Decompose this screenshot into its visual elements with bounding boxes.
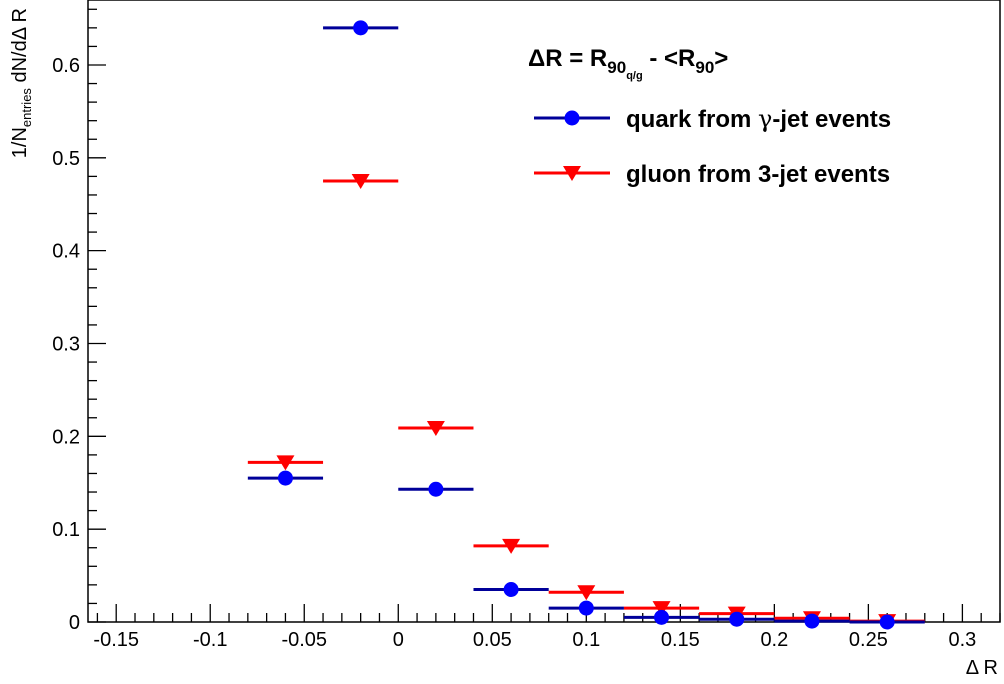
legend-title-a: ΔR = R (528, 45, 607, 72)
series-gluon (247, 174, 925, 630)
x-tick-label: 0.3 (948, 629, 976, 651)
data-point (351, 174, 370, 190)
x-tick-labels: -0.15 -0.1 -0.05 0 0.05 0.1 0.15 0.2 0.25 0.3 (93, 629, 976, 651)
legend-quark-label-a: quark from (626, 106, 758, 133)
x-tick-label: 0.15 (661, 629, 700, 651)
legend-title-sub: 90 (607, 58, 626, 77)
legend-title-sub2: 90 (695, 58, 714, 77)
y-axis-title: 1/Nentries dN/dΔ R (9, 8, 34, 158)
legend-quark-marker (564, 110, 580, 126)
legend-title-b: - <R (643, 45, 696, 72)
data-point (502, 538, 521, 554)
x-tick-label: 0.05 (473, 629, 512, 651)
legend-quark-label: quark from γ-jet events (626, 105, 891, 133)
y-tick-labels: 0 0.1 0.2 0.3 0.4 0.5 0.6 (52, 55, 80, 634)
legend-quark-label-b: -jet events (772, 106, 891, 133)
y-tick-label: 0.4 (52, 241, 80, 263)
y-tick-label: 0.5 (52, 148, 80, 170)
data-point (277, 470, 293, 486)
y-tick-label: 0.3 (52, 333, 80, 355)
data-point (578, 600, 594, 616)
legend-title-subsub: q/g (626, 70, 643, 82)
x-tick-label: 0.2 (760, 629, 788, 651)
x-tick-label: -0.15 (93, 629, 139, 651)
x-axis-title: Δ R (966, 657, 998, 679)
data-point (652, 601, 671, 617)
legend-quark-label-greek: γ (758, 105, 772, 133)
data-point (503, 582, 519, 598)
data-point (729, 611, 745, 627)
data-point (428, 481, 444, 497)
series-quark (247, 20, 925, 630)
data-point (879, 614, 895, 630)
data-point (276, 455, 295, 471)
data-point (353, 20, 369, 36)
x-tick-label: 0.1 (572, 629, 600, 651)
data-point (654, 609, 670, 625)
axis-ticks (88, 8, 1001, 623)
y-tick-label: 0.2 (52, 426, 80, 448)
x-tick-label: 0 (393, 629, 404, 651)
y-axis-title-post: dN/dΔ R (9, 8, 31, 88)
x-tick-label: -0.05 (281, 629, 327, 651)
x-tick-label: -0.1 (193, 629, 227, 651)
y-tick-label: 0.6 (52, 55, 80, 77)
legend: ΔR = R90q/g - <R90> quark from γ-jet eve… (528, 45, 891, 188)
legend-gluon-label: gluon from 3-jet events (626, 161, 890, 188)
data-point (426, 420, 445, 436)
legend-title-c: > (714, 45, 728, 72)
series-layer (247, 20, 925, 630)
y-tick-label: 0 (69, 612, 80, 634)
legend-title: ΔR = R90q/g - <R90> (528, 45, 728, 82)
y-axis-title-sub: entries (19, 88, 34, 128)
x-tick-label: 0.25 (849, 629, 888, 651)
data-point (577, 585, 596, 601)
data-point (804, 613, 820, 629)
plot-frame (87, 0, 1001, 623)
legend-gluon-marker (563, 166, 581, 181)
y-axis-title-pre: 1/N (9, 127, 31, 158)
y-tick-label: 0.1 (52, 519, 80, 541)
